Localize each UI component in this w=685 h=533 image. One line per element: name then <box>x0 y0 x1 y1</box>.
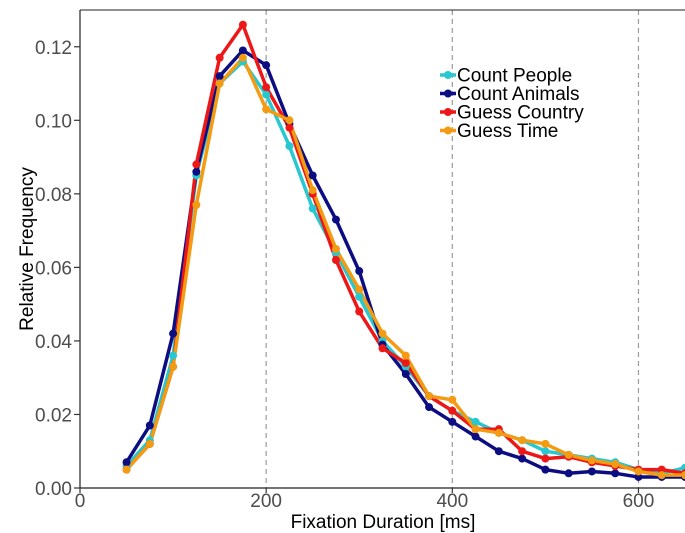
data-point-count-animals <box>471 432 480 441</box>
data-point-guess-country <box>238 20 247 29</box>
x-axis-title: Fixation Duration [ms] <box>291 512 476 533</box>
data-point-count-animals <box>401 370 410 379</box>
data-point-count-animals <box>634 472 643 481</box>
data-point-guess-country <box>378 344 387 353</box>
series-points <box>122 20 685 481</box>
data-point-guess-time <box>448 395 457 404</box>
data-point-guess-country <box>285 123 294 132</box>
data-point-count-people <box>169 351 178 360</box>
data-point-count-animals <box>518 454 527 463</box>
y-tick-label: 0.08 <box>35 185 72 206</box>
data-point-guess-country <box>518 447 527 456</box>
data-point-guess-time <box>518 436 527 445</box>
data-point-count-animals <box>238 46 247 55</box>
legend-label-count-animals: Count Animals <box>457 84 580 105</box>
data-point-count-animals <box>564 469 573 478</box>
data-point-guess-time <box>494 428 503 437</box>
data-point-count-animals <box>425 403 434 412</box>
x-tick-label: 600 <box>623 491 655 512</box>
data-point-guess-time <box>611 460 620 469</box>
data-point-guess-time <box>192 200 201 209</box>
data-point-count-animals <box>262 61 271 70</box>
legend-label-guess-time: Guess Time <box>457 121 558 142</box>
data-point-guess-time <box>308 186 317 195</box>
data-point-guess-time <box>471 425 480 434</box>
data-point-count-animals <box>448 417 457 426</box>
legend-key-point-count-animals <box>444 89 452 98</box>
data-point-guess-country <box>355 307 364 316</box>
data-point-guess-country <box>215 53 224 62</box>
x-tick-label: 200 <box>250 491 282 512</box>
y-tick-label: 0.12 <box>35 38 72 59</box>
data-point-guess-time <box>262 105 271 114</box>
data-point-guess-time <box>587 456 596 465</box>
data-point-count-animals <box>494 447 503 456</box>
data-point-count-animals <box>308 171 317 180</box>
data-point-guess-time <box>331 245 340 253</box>
data-point-count-people <box>471 417 480 426</box>
data-point-count-animals <box>215 72 224 81</box>
data-point-guess-time <box>122 465 131 474</box>
data-point-count-people <box>285 142 294 151</box>
y-tick-label: 0.00 <box>35 479 72 500</box>
data-point-count-people <box>355 292 364 301</box>
y-tick-label: 0.04 <box>35 332 72 353</box>
data-point-count-animals <box>541 465 550 474</box>
data-point-guess-time <box>145 439 154 448</box>
legend-key-point-count-people <box>444 71 452 79</box>
data-point-count-animals <box>192 167 201 176</box>
data-point-guess-time <box>634 467 643 476</box>
data-point-count-animals <box>611 469 620 478</box>
data-point-guess-time <box>657 471 666 480</box>
legend-label-count-people: Count People <box>457 66 572 87</box>
data-point-count-animals <box>169 329 178 338</box>
data-point-guess-country <box>262 83 271 92</box>
data-point-guess-time <box>564 450 573 459</box>
data-point-count-people <box>262 90 271 99</box>
data-point-guess-country <box>192 160 201 169</box>
x-tick-label: 0 <box>75 491 86 512</box>
data-point-guess-country <box>657 465 666 474</box>
data-point-guess-country <box>401 358 410 367</box>
data-point-guess-time <box>681 471 685 480</box>
data-point-count-people <box>541 447 550 456</box>
axes <box>74 9 685 493</box>
data-point-guess-time <box>541 439 550 448</box>
data-point-count-animals <box>145 421 154 430</box>
legend-key-point-guess-time <box>444 126 452 135</box>
x-tick-label: 400 <box>436 491 468 512</box>
data-point-count-animals <box>122 458 131 467</box>
data-point-count-animals <box>587 467 596 476</box>
data-point-guess-time <box>378 329 387 338</box>
data-point-guess-country <box>541 454 550 463</box>
data-point-guess-time <box>215 79 224 88</box>
data-point-guess-country <box>331 256 340 265</box>
data-point-guess-time <box>238 53 247 62</box>
y-tick-label: 0.10 <box>35 111 72 132</box>
data-point-count-animals <box>355 267 364 276</box>
legend-label-guess-country: Guess Country <box>457 103 584 124</box>
data-point-guess-country <box>448 406 457 415</box>
data-point-count-animals <box>331 215 340 224</box>
data-point-guess-time <box>355 285 364 294</box>
data-point-guess-time <box>285 116 294 125</box>
data-point-guess-time <box>425 392 434 401</box>
data-point-count-people <box>308 204 317 213</box>
y-tick-label: 0.02 <box>35 405 72 426</box>
legend-key-point-guess-country <box>444 108 452 116</box>
data-point-guess-time <box>169 362 178 371</box>
tick-labels: 0.00 0.02 0.04 0.06 0.08 0.10 0.12 0 200 400 600 <box>35 38 654 512</box>
data-point-guess-time <box>401 351 410 360</box>
y-axis-title: Relative Frequency <box>17 167 38 331</box>
y-tick-label: 0.06 <box>35 258 72 279</box>
